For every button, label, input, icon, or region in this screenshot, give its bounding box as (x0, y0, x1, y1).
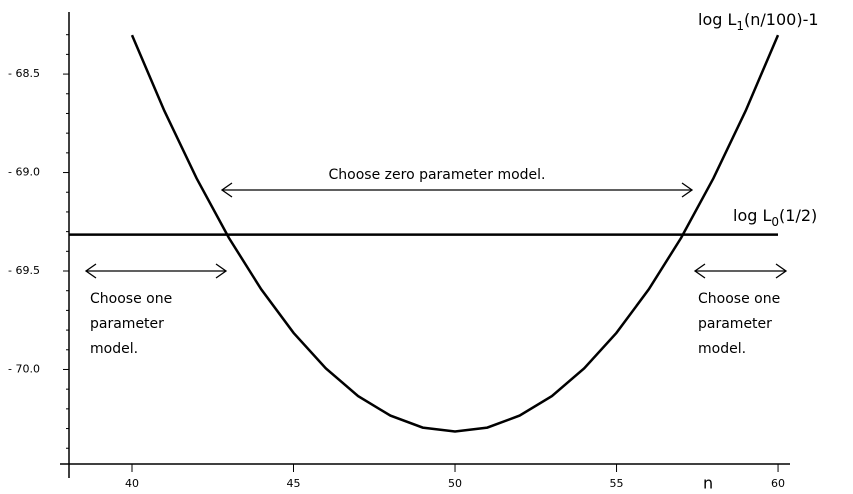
label-main: log L (698, 10, 736, 29)
y-tick-label: - 69.0 (8, 166, 40, 179)
annotation: parameter (90, 316, 164, 332)
annotation: Choose one (698, 291, 780, 307)
annotation: Choose one (90, 291, 172, 307)
y-tick-label: - 69.5 (8, 264, 40, 277)
x-tick-label: 45 (287, 477, 301, 490)
annotation: parameter (698, 316, 772, 332)
series-line (130, 34, 780, 433)
annotation: Choose zero parameter model. (329, 167, 546, 183)
label-main: log L (733, 206, 771, 225)
x-tick-label: 50 (448, 477, 462, 490)
y-tick-label: - 70.0 (8, 362, 40, 375)
series-label: log L1(n/100)-1 (698, 10, 819, 33)
series-label: log L0(1/2) (733, 206, 817, 229)
x-tick-label: 40 (125, 477, 139, 490)
label-sub: 0 (771, 215, 779, 229)
arrows (84, 182, 788, 279)
x-axis-label: n (703, 474, 713, 493)
label-sub: 1 (736, 19, 744, 33)
label-tail: (n/100)-1 (744, 10, 819, 29)
x-tick-label: 60 (771, 477, 785, 490)
x-tick-label: 55 (610, 477, 624, 490)
annotation: model. (698, 341, 746, 357)
y-tick-label: - 68.5 (8, 67, 40, 80)
annotation: model. (90, 341, 138, 357)
label-tail: (1/2) (779, 206, 817, 225)
